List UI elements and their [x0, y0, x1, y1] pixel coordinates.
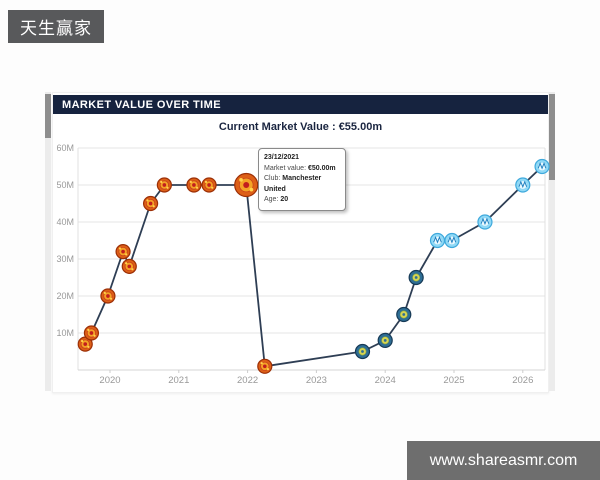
getafe-marker[interactable] — [408, 269, 424, 286]
marseille-marker[interactable] — [537, 161, 547, 170]
marseille-marker[interactable] — [477, 214, 493, 230]
getafe-marker[interactable] — [377, 332, 393, 348]
watermark: www.shareasmr.com — [407, 441, 600, 480]
tooltip-club: Manchester United — [264, 175, 322, 193]
man-utd-marker[interactable] — [89, 331, 94, 335]
current-market-value-text: Current Market Value : €55.00m — [218, 121, 383, 133]
man-utd-marker[interactable] — [87, 328, 90, 331]
panel-header: MARKET VALUE OVER TIME — [53, 95, 548, 114]
man-utd-marker[interactable] — [211, 186, 214, 189]
man-utd-marker[interactable] — [125, 253, 128, 256]
man-utd-marker-highlighted[interactable] — [249, 187, 254, 192]
man-utd-marker[interactable] — [87, 345, 90, 349]
man-utd-marker[interactable] — [127, 264, 132, 269]
man-utd-marker[interactable] — [204, 180, 208, 183]
man-utd-marker[interactable] — [260, 362, 263, 365]
man-utd-marker[interactable] — [160, 180, 163, 183]
man-utd-marker[interactable] — [192, 183, 196, 187]
getafe-marker[interactable] — [383, 339, 387, 342]
x-axis-tick-label: 2022 — [237, 375, 258, 386]
man-utd-marker[interactable] — [100, 288, 116, 304]
brand-badge-label: 天生赢家 — [20, 19, 92, 38]
x-axis-tick-label: 2025 — [443, 375, 464, 386]
x-axis-tick-label: 2020 — [99, 375, 120, 386]
x-axis-tick-label: 2024 — [375, 375, 396, 386]
getafe-marker[interactable] — [354, 343, 371, 360]
tooltip-club-label: Club: — [264, 175, 281, 182]
man-utd-marker[interactable] — [152, 205, 155, 208]
getafe-marker[interactable] — [361, 350, 364, 353]
man-utd-marker[interactable] — [148, 201, 153, 206]
brand-badge: 天生赢家 — [8, 10, 104, 43]
marseille-marker[interactable] — [534, 158, 550, 175]
man-utd-marker[interactable] — [103, 291, 106, 294]
man-utd-marker[interactable] — [93, 334, 96, 337]
y-axis-tick-label: 20M — [56, 291, 74, 301]
x-axis-tick-label: 2021 — [168, 375, 189, 386]
man-utd-marker[interactable] — [266, 367, 270, 371]
man-utd-marker[interactable] — [207, 183, 211, 187]
y-axis-tick-label: 50M — [56, 180, 74, 190]
marseille-marker[interactable] — [444, 232, 460, 249]
man-utd-marker[interactable] — [106, 294, 110, 298]
x-axis-tick-label: 2026 — [512, 375, 533, 386]
y-axis-tick-label: 30M — [56, 254, 74, 264]
left-scrollbar-thumb[interactable] — [45, 94, 51, 138]
man-utd-marker[interactable] — [186, 177, 202, 193]
man-utd-marker[interactable] — [156, 177, 172, 193]
man-utd-marker[interactable] — [118, 247, 122, 250]
tooltip-age: 20 — [280, 196, 289, 203]
man-utd-marker[interactable] — [80, 339, 84, 343]
marseille-marker[interactable] — [518, 180, 528, 189]
man-utd-marker[interactable] — [162, 183, 167, 187]
right-scrollbar-thumb[interactable] — [549, 94, 555, 180]
man-utd-marker-highlighted[interactable] — [239, 177, 243, 182]
man-utd-marker[interactable] — [124, 262, 128, 265]
marseille-marker[interactable] — [433, 235, 442, 244]
man-utd-marker[interactable] — [146, 199, 149, 202]
man-utd-marker[interactable] — [115, 244, 131, 260]
tooltip-market-value-label: Market value: — [264, 164, 307, 172]
man-utd-marker[interactable] — [83, 325, 100, 341]
y-axis-tick-label: 10M — [56, 328, 74, 338]
left-scrollbar-track[interactable] — [45, 92, 51, 391]
market-value-panel: MARKET VALUE OVER TIME Current Market Va… — [52, 92, 549, 393]
y-axis-tick-label: 60M — [56, 143, 74, 153]
man-utd-marker[interactable] — [109, 297, 113, 300]
man-utd-marker[interactable] — [121, 249, 125, 254]
man-utd-marker[interactable] — [189, 180, 192, 183]
man-utd-marker[interactable] — [257, 358, 273, 374]
man-utd-marker[interactable] — [201, 177, 217, 193]
marker-tooltip: 23/12/2021 Market value: €50.00m Club: M… — [258, 148, 346, 211]
tooltip-date: 23/12/2021 — [264, 154, 300, 161]
panel-title: MARKET VALUE OVER TIME — [62, 98, 221, 111]
marseille-marker[interactable] — [429, 232, 446, 249]
man-utd-marker-highlighted[interactable] — [234, 172, 259, 198]
watermark-label: www.shareasmr.com — [429, 451, 578, 469]
man-utd-marker[interactable] — [131, 268, 134, 271]
getafe-marker[interactable] — [396, 306, 412, 323]
getafe-marker[interactable] — [414, 276, 418, 279]
man-utd-marker[interactable] — [166, 186, 169, 189]
tooltip-age-label: Age: — [264, 196, 279, 203]
getafe-marker[interactable] — [402, 313, 406, 316]
y-axis-tick-label: 40M — [56, 217, 74, 227]
man-utd-marker[interactable] — [83, 342, 88, 346]
right-scrollbar-track[interactable] — [549, 92, 555, 391]
man-utd-marker[interactable] — [121, 258, 137, 274]
man-utd-marker[interactable] — [195, 186, 199, 189]
man-utd-marker-highlighted[interactable] — [243, 182, 250, 188]
man-utd-marker[interactable] — [142, 195, 159, 212]
tooltip-market-value: €50.00m — [307, 164, 336, 172]
marseille-marker[interactable] — [447, 235, 457, 244]
man-utd-marker[interactable] — [262, 364, 267, 369]
marseille-marker[interactable] — [515, 177, 531, 193]
x-axis-tick-label: 2023 — [306, 375, 327, 386]
marseille-marker[interactable] — [480, 217, 490, 226]
